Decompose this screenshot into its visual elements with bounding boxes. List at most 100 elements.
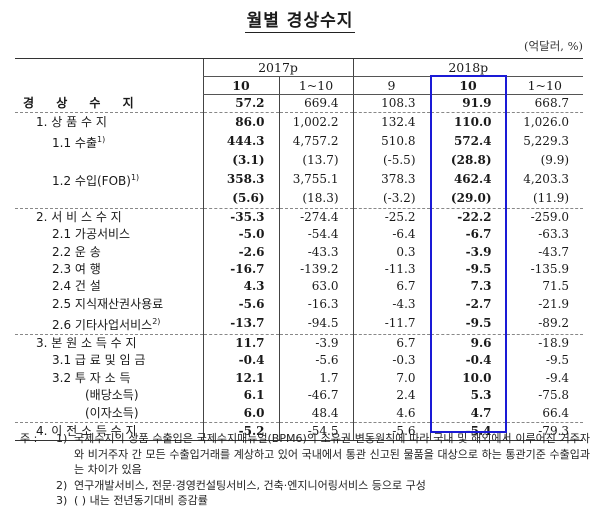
row-label: (이자소득) [15,404,203,423]
header-label-cell [15,58,203,95]
value-cell: -2.6 [202,243,279,261]
value-cell: 668.7 [505,94,584,114]
value-cell: 4,757.2 [278,130,354,152]
title-text: 월별 경상수지 [244,11,356,33]
value-cell: -0.4 [202,352,279,370]
value-cell: -4.3 [352,295,431,313]
value-cell: 4.3 [202,278,279,296]
row-label-text: 4. 이 전 소 득 수 지 [36,424,137,439]
footnote-ref: 2) [152,316,161,326]
value-cell: -16.7 [202,260,279,279]
value-cell: 1,026.0 [505,112,584,131]
row-label-text: 경 상 수 지 [23,95,143,110]
row-label: 2.6 기타사업서비스2) [15,312,203,335]
value-cell: -2.7 [429,295,507,313]
row-label: 2.3 여 행 [15,261,203,278]
value-cell: 5.3 [429,387,507,405]
row-label: 2.5 지식재산권사용료 [15,296,203,313]
value-cell: -3.9 [278,334,354,353]
value-cell: (3.1) [202,151,279,170]
value-cell: 12.1 [202,369,279,388]
value-cell: (28.8) [429,151,507,170]
value-cell: 358.3 [202,169,279,191]
value-cell: (29.0) [429,190,507,209]
value-cell: -35.3 [202,208,279,226]
value-cell: 510.8 [352,130,431,152]
footnote-1: 주 : 1) 국제수지의 상품 수출입은 국제수지매뉴얼(BPM6)의 소유권 … [20,431,590,478]
value-cell: (5.6) [202,190,279,209]
header-row-years: 2017p 2018p [15,58,584,95]
value-cell: -274.4 [278,208,354,226]
value-cell: -5.6 [278,352,354,370]
value-cell: -25.2 [352,208,431,226]
value-cell: -63.3 [505,225,584,244]
table-row: 2.4 건 설 4.3 63.0 6.7 7.3 71.5 [15,278,584,296]
value-cell: -54.5 [278,422,354,442]
row-label-text: 2.3 여 행 [52,261,101,276]
table-row: (5.6) (18.3) (-3.2) (29.0) (11.9) [15,190,584,209]
footnote-text: ( ) 내는 전년동기대비 증감률 [74,494,208,507]
value-cell: 1,002.2 [278,112,354,131]
value-cell: -9.5 [505,352,584,370]
table-row: (이자소득) 6.0 48.4 4.6 4.7 66.4 [15,404,584,423]
table-row: 1.1 수출1) 444.3 4,757.2 510.8 572.4 5,229.3 [15,130,584,152]
value-cell: 444.3 [202,130,279,152]
row-label: 2.2 운 송 [15,243,203,260]
row-label-text: 3.2 투 자 소 득 [52,370,131,385]
value-cell: -22.2 [429,208,507,226]
row-label-text: (이자소득) [85,405,139,420]
value-cell: 48.4 [278,404,354,423]
value-cell: -43.7 [505,243,584,261]
value-cell: 7.3 [429,278,507,296]
value-cell: 4.7 [429,404,507,423]
value-cell: (11.9) [505,190,584,209]
table-row: (배당소득) 6.1 -46.7 2.4 5.3 -75.8 [15,387,584,405]
value-cell: 132.4 [352,112,431,131]
row-label: 4. 이 전 소 득 수 지 [15,422,203,442]
value-cell: -139.2 [278,260,354,279]
table-row: 2.6 기타사업서비스2) -13.7 -94.5 -11.7 -9.5 -89.2 [15,312,584,335]
value-cell: 10.0 [429,369,507,388]
value-cell: -11.3 [352,260,431,279]
table-row: 1.2 수입(FOB)1) 358.3 3,755.1 378.3 462.4 4,203… [15,169,584,191]
value-cell: -21.9 [505,295,584,313]
value-cell: 63.0 [278,278,354,296]
footnote-number: 3) [56,494,68,507]
value-cell: 378.3 [352,169,431,191]
value-cell: 3,755.1 [278,169,354,191]
value-cell: 4.6 [352,404,431,423]
header-month: 9 [352,76,431,95]
value-cell: 6.7 [352,278,431,296]
value-cell: -135.9 [505,260,584,279]
value-cell: 5,229.3 [505,130,584,152]
value-cell: -9.4 [505,369,584,388]
value-cell: -5.6 [352,422,431,442]
current-account-table: 2017p 2018p 10 1~10 9 10 1~10 경 상 수 지 57.… [15,58,584,442]
footnote-text: 연구개발서비스, 전문·경영컨설팅서비스, 건축·엔지니어링서비스 등으로 구성 [74,478,426,492]
value-cell: 4,203.3 [505,169,584,191]
row-label: 2.4 건 설 [15,278,203,295]
value-cell: -0.4 [429,352,507,370]
row-label [15,152,203,169]
footnote-ref: 1) [96,134,106,144]
row-label-text: 3. 본 원 소 득 수 지 [36,336,137,351]
value-cell: -46.7 [278,387,354,405]
value-cell: 86.0 [202,112,279,131]
value-cell: 2.4 [352,387,431,405]
value-cell: (13.7) [278,151,354,170]
value-cell: -3.9 [429,243,507,261]
value-cell: -6.7 [429,225,507,244]
row-label-text: 1. 상 품 수 지 [36,114,107,129]
value-cell: 572.4 [429,130,507,152]
row-label: 3.1 급 료 및 임 금 [15,352,203,369]
table-row: 3.2 투 자 소 득 12.1 1.7 7.0 10.0 -9.4 [15,369,584,388]
footnotes: 주 : 1) 국제수지의 상품 수출입은 국제수지매뉴얼(BPM6)의 소유권 … [20,431,590,509]
value-cell: (-5.5) [352,151,431,170]
header-month-highlight: 10 [429,76,507,95]
value-cell: -5.0 [202,225,279,244]
value-cell: -89.2 [505,312,584,335]
value-cell: 57.2 [202,94,279,114]
row-label: 경 상 수 지 [15,94,203,114]
value-cell: -16.3 [278,295,354,313]
unit-label: (억달러, %) [524,39,583,53]
